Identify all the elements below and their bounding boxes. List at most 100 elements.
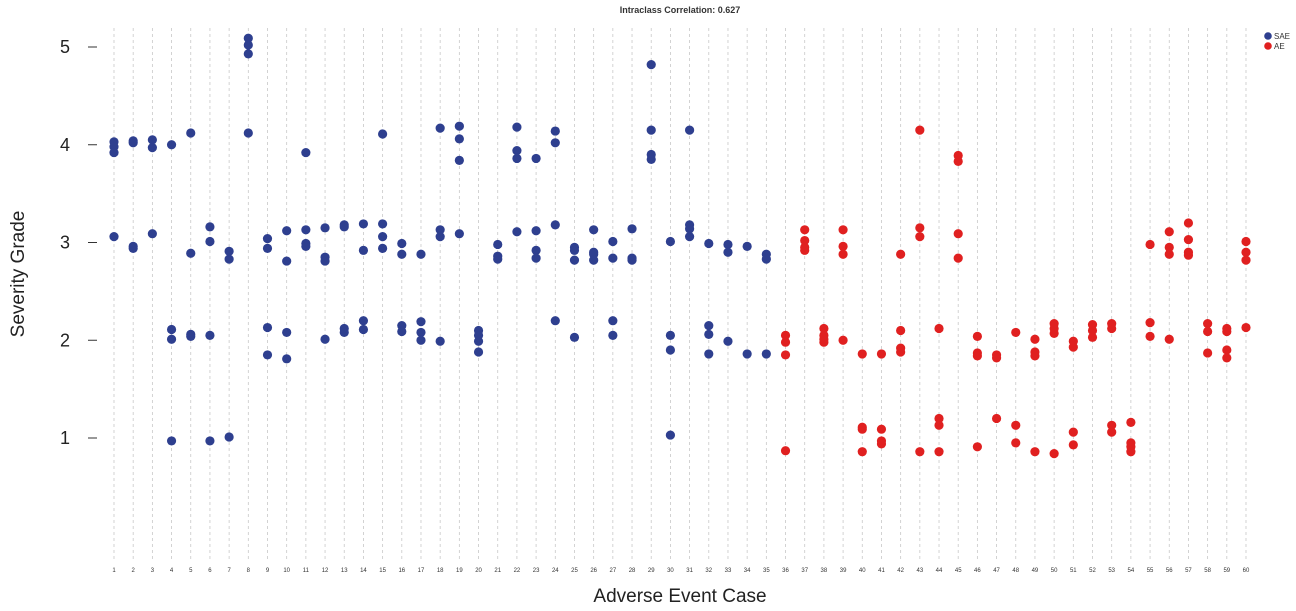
data-point [205, 436, 215, 446]
x-tick-label: 13 [341, 568, 348, 574]
data-point [819, 323, 829, 334]
y-tick-label: 5 [60, 37, 70, 57]
data-point [1164, 249, 1174, 259]
data-point [435, 336, 445, 346]
data-point [435, 232, 445, 242]
data-point [243, 33, 253, 43]
data-point [665, 236, 676, 247]
data-point [1183, 218, 1194, 228]
x-tick-label: 19 [456, 568, 463, 574]
x-tick-label: 2 [132, 568, 136, 574]
data-point [262, 350, 273, 360]
data-point [512, 153, 522, 164]
data-point [1107, 323, 1117, 334]
data-point [704, 238, 714, 249]
data-point [378, 219, 388, 229]
data-point [1222, 345, 1232, 355]
data-point [243, 128, 253, 138]
data-point [186, 248, 196, 258]
data-point [205, 330, 215, 340]
data-point [934, 447, 944, 457]
x-tick-label: 21 [494, 568, 501, 574]
x-tick-label: 1 [112, 568, 116, 574]
data-point [608, 253, 618, 263]
data-point [531, 245, 541, 255]
data-point [1203, 319, 1213, 329]
x-tick-label: 12 [322, 568, 329, 574]
data-point [416, 327, 426, 338]
data-point [416, 317, 426, 327]
data-point [934, 413, 944, 424]
data-point [608, 236, 618, 247]
data-point [915, 232, 925, 242]
data-point [780, 330, 791, 340]
data-point [1241, 322, 1251, 333]
data-point [282, 256, 292, 266]
x-tick-label: 42 [897, 568, 904, 574]
data-point [684, 125, 695, 135]
data-point [1241, 255, 1251, 265]
data-point [876, 439, 887, 449]
data-point [301, 241, 311, 252]
x-tick-label: 35 [763, 568, 770, 574]
data-point [876, 349, 887, 359]
data-point [128, 243, 138, 253]
data-point [665, 330, 676, 340]
data-point [550, 316, 560, 326]
data-point [915, 447, 925, 457]
data-point [780, 350, 791, 360]
data-point [684, 224, 695, 234]
data-point [934, 323, 944, 334]
data-point [857, 349, 867, 359]
x-tick-label: 46 [974, 568, 981, 574]
data-point [147, 143, 157, 153]
y-tick-label: 1 [60, 428, 70, 448]
data-point [800, 245, 810, 255]
x-axis-label: Adverse Event Case [593, 586, 766, 606]
x-tick-label: 39 [840, 568, 847, 574]
data-point [1145, 239, 1155, 250]
x-tick-label: 16 [398, 568, 405, 574]
series-sae [109, 33, 771, 446]
data-point [512, 227, 522, 237]
data-point [378, 243, 388, 253]
x-tick-label: 41 [878, 568, 885, 574]
chart-title: Intraclass Correlation: 0.627 [620, 5, 741, 15]
data-point [454, 155, 464, 165]
data-point [282, 327, 292, 338]
data-point [972, 331, 982, 341]
data-point [1203, 326, 1213, 337]
data-point [819, 337, 829, 347]
x-tick-label: 33 [725, 568, 732, 574]
data-point [1164, 227, 1174, 237]
data-point [723, 247, 733, 257]
x-tick-label: 10 [283, 568, 290, 574]
data-point [800, 225, 810, 235]
data-point [454, 121, 464, 131]
x-tick-label: 17 [418, 568, 425, 574]
data-point [550, 138, 560, 148]
x-tick-label: 57 [1185, 568, 1192, 574]
data-point [646, 154, 656, 165]
data-point [358, 245, 369, 255]
data-point [704, 349, 714, 359]
data-point [1145, 318, 1155, 328]
data-point [646, 59, 656, 70]
x-tick-label: 9 [266, 568, 270, 574]
data-point [378, 129, 388, 139]
data-point [742, 241, 752, 252]
data-point [838, 249, 848, 259]
x-tick-label: 14 [360, 568, 367, 574]
x-tick-label: 24 [552, 568, 559, 574]
x-tick-label: 40 [859, 568, 866, 574]
legend-marker [1264, 42, 1272, 50]
data-point [358, 219, 369, 229]
data-point [147, 229, 157, 239]
data-point [1011, 438, 1021, 448]
data-point [435, 225, 445, 235]
data-point [128, 138, 138, 148]
data-point [109, 147, 119, 158]
data-point [301, 225, 311, 235]
